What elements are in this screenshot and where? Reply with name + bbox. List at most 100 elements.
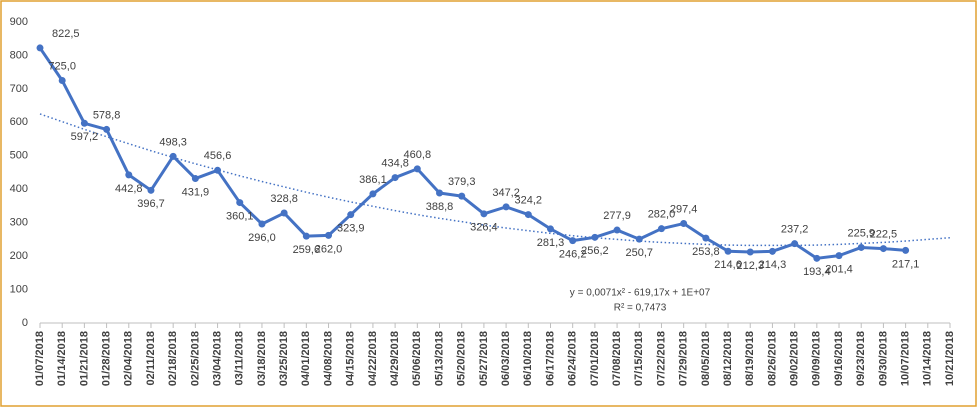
y-tick-label: 400	[10, 183, 28, 195]
point	[813, 254, 821, 262]
data-label: 250,7	[626, 247, 654, 259]
point	[214, 166, 222, 174]
point	[857, 243, 865, 251]
x-tick-label: 03/04/2018	[211, 331, 223, 386]
point	[502, 203, 510, 211]
data-label: 201,4	[825, 264, 853, 276]
point	[169, 152, 177, 160]
x-tick-label: 03/18/2018	[256, 331, 268, 386]
y-tick-label: 700	[10, 83, 28, 95]
x-tick-label: 10/21/2018	[944, 331, 956, 386]
point	[879, 245, 887, 253]
point	[458, 192, 466, 200]
data-label: 281,3	[537, 237, 565, 249]
point	[902, 246, 910, 254]
trend-r-squared: R² = 0,7473	[614, 303, 667, 314]
data-label: 214,3	[759, 259, 787, 271]
x-tick-label: 06/10/2018	[522, 331, 534, 386]
x-tick-label: 09/09/2018	[811, 331, 823, 386]
point	[147, 186, 155, 194]
point	[680, 220, 688, 228]
point	[413, 165, 421, 173]
point	[546, 225, 554, 233]
point	[258, 220, 266, 228]
y-tick-label: 800	[10, 49, 28, 61]
data-label: 822,5	[52, 28, 80, 40]
x-tick-label: 05/13/2018	[433, 331, 445, 386]
x-tick-label: 07/01/2018	[589, 331, 601, 386]
point	[36, 44, 44, 52]
x-tick-label: 05/20/2018	[456, 331, 468, 386]
data-label: 323,9	[337, 223, 365, 235]
x-tick-label: 01/21/2018	[78, 331, 90, 386]
x-tick-label: 10/14/2018	[922, 331, 934, 386]
y-tick-label: 200	[10, 250, 28, 262]
data-label: 347,2	[492, 187, 520, 199]
x-tick-label: 08/26/2018	[766, 331, 778, 386]
x-tick-label: 09/02/2018	[789, 331, 801, 386]
series-line	[38, 47, 906, 260]
data-label: 456,6	[204, 150, 232, 162]
point	[702, 234, 710, 242]
data-label: 578,8	[93, 109, 121, 121]
x-tick-label: 05/27/2018	[478, 331, 490, 386]
point	[657, 225, 665, 233]
point	[746, 248, 754, 256]
x-tick-label: 09/30/2018	[877, 331, 889, 386]
x-tick-label: 07/08/2018	[611, 331, 623, 386]
data-label: 431,9	[182, 186, 210, 198]
x-tick-label: 03/11/2018	[234, 331, 246, 385]
data-label: 442,8	[115, 183, 143, 195]
data-label: 324,2	[515, 194, 543, 206]
x-tick-label: 02/11/2018	[145, 331, 157, 385]
point	[591, 233, 599, 241]
x-tick-label: 06/03/2018	[500, 331, 512, 386]
data-label: 396,7	[137, 198, 165, 210]
data-label: 193,4	[803, 266, 831, 278]
data-label: 262,0	[315, 243, 343, 255]
x-tick-label: 04/22/2018	[367, 331, 379, 386]
point	[325, 231, 333, 239]
point	[724, 247, 732, 255]
data-label: 388,8	[426, 201, 454, 213]
x-tick-label: 02/04/2018	[123, 331, 135, 386]
data-label: 434,8	[381, 157, 409, 169]
y-tick-label: 0	[22, 317, 28, 329]
point	[768, 247, 776, 255]
data-label: 360,1	[226, 210, 254, 222]
x-tick-label: 05/06/2018	[411, 331, 423, 386]
data-label: 256,2	[581, 245, 609, 257]
point	[569, 237, 577, 245]
x-tick-label: 07/15/2018	[633, 331, 645, 386]
x-tick-label: 04/08/2018	[322, 331, 334, 386]
data-label: 259,6	[293, 244, 321, 256]
y-tick-label: 600	[10, 116, 28, 128]
point	[125, 171, 133, 179]
x-tick-label: 10/07/2018	[900, 331, 912, 386]
point	[436, 189, 444, 197]
data-label: 386,1	[359, 174, 387, 186]
point	[791, 240, 799, 248]
point	[835, 252, 843, 260]
x-tick-label: 01/14/2018	[56, 331, 68, 386]
point	[635, 235, 643, 243]
point	[302, 232, 310, 240]
point	[347, 211, 355, 219]
y-tick-label: 100	[10, 283, 28, 295]
x-tick-label: 04/01/2018	[300, 331, 312, 386]
x-tick-label: 09/23/2018	[855, 331, 867, 386]
data-label: 379,3	[448, 176, 476, 188]
point	[369, 190, 377, 198]
point	[524, 211, 532, 219]
data-label: 296,0	[248, 232, 276, 244]
data-label: 212,3	[736, 260, 764, 272]
x-tick-label: 08/12/2018	[722, 331, 734, 386]
x-tick-label: 02/18/2018	[167, 331, 179, 386]
trend-equation: y = 0,0071x² - 619,17x + 1E+07	[570, 288, 711, 299]
x-tick-label: 04/15/2018	[345, 331, 357, 386]
data-label: 498,3	[159, 136, 187, 148]
y-tick-label: 900	[10, 16, 28, 28]
point	[80, 119, 88, 127]
